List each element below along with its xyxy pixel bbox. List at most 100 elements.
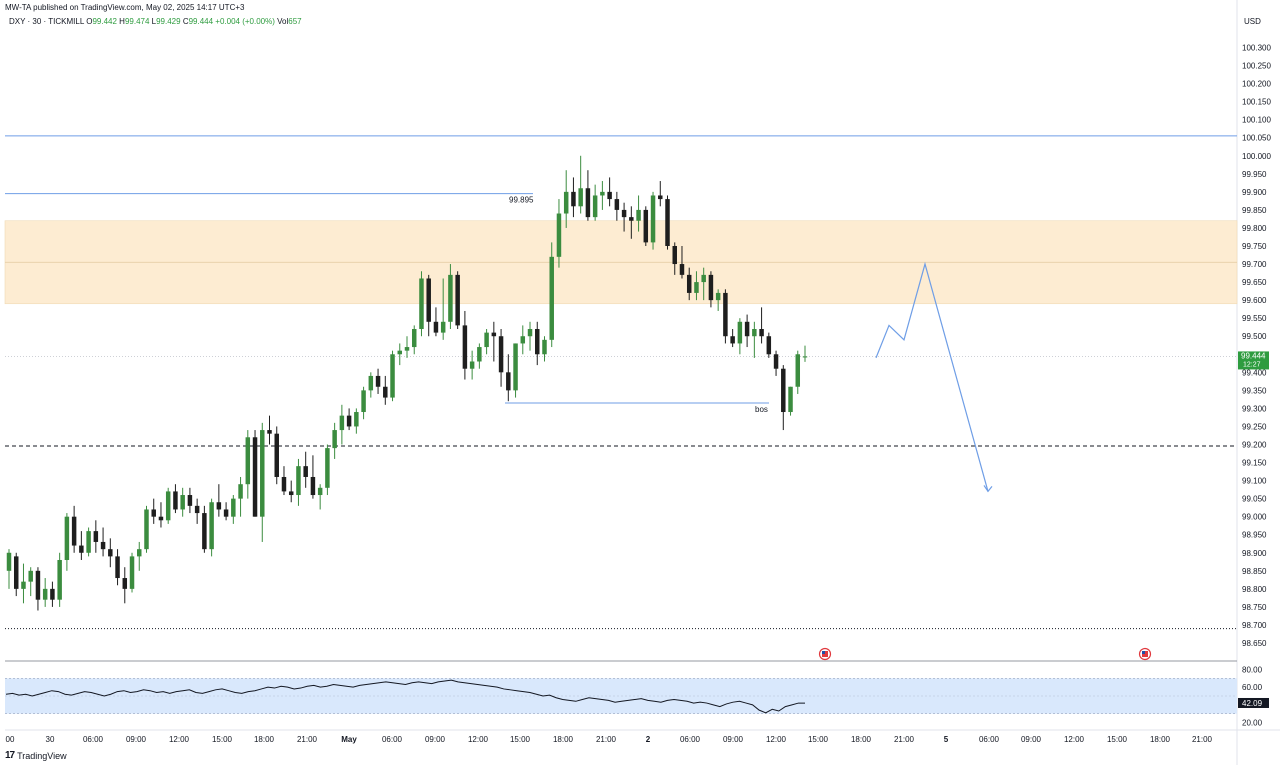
time-tick-label: 06:00 [979,735,1000,744]
candle-body [187,495,193,506]
price-tick-label: 100.100 [1242,116,1271,125]
level-label: 99.895 [509,196,534,205]
candle-body [614,199,620,210]
tradingview-footer: 17 TradingView [5,750,67,761]
price-tick-label: 99.100 [1242,477,1267,486]
symbol-label[interactable]: DXY · 30 · TICKMILL [9,17,84,26]
candle-body [621,209,627,218]
candle-body [223,509,229,517]
price-tick-label: 100.150 [1242,98,1271,107]
candle-body [694,282,699,293]
candle-body [433,321,439,333]
candle-body [158,516,164,521]
candle-body [361,390,366,413]
candle-body [325,448,330,488]
candle-body [310,476,316,496]
candle-body [93,531,99,542]
ohlc-legend: DXY · 30 · TICKMILL O99.442 H99.474 L99.… [9,17,302,26]
candle-body [484,332,489,348]
candle-body [209,502,214,550]
candle-body [202,513,207,550]
currency-label[interactable]: USD [1244,17,1261,26]
candle-body [542,339,547,355]
current-price-badge [1238,351,1269,370]
candle-body [636,209,641,221]
candle-body [252,437,258,517]
candle-body [115,556,120,579]
time-tick-label: 06:00 [680,735,701,744]
candle-body [759,329,764,337]
candle-body [100,541,106,550]
time-tick-label: 15:00 [510,735,531,744]
time-tick-label: 18:00 [1150,735,1171,744]
candle-body [267,430,272,434]
low-value: 99.429 [156,17,181,26]
price-tick-label: 99.750 [1242,242,1267,251]
price-tick-label: 100.000 [1242,152,1271,161]
candle-body [79,545,84,553]
candle-body [563,191,569,214]
price-tick-label: 99.050 [1242,495,1267,504]
candle-body [766,336,772,355]
candle-body [730,336,735,344]
candle-body [592,195,598,218]
candle-body [368,375,374,391]
candle-body [506,372,511,391]
change-value: +0.004 (+0.00%) [215,17,275,26]
time-tick-label: 2 [646,735,651,744]
candle-body [383,386,388,398]
price-tick-label: 99.300 [1242,404,1267,413]
candle-body [643,209,649,243]
candle-body [332,430,337,449]
candle-body [419,278,424,330]
event-flag-icon [1138,647,1152,661]
candle-body [556,213,562,257]
candle-body [6,552,12,571]
time-tick-label: 09:00 [1021,735,1042,744]
candle-body [571,191,576,207]
candle-body [317,487,323,496]
candle-body [520,336,526,344]
candle-body [108,549,113,557]
price-tick-label: 98.800 [1242,585,1267,594]
candle-body [375,375,381,387]
rsi-line [5,679,805,714]
candle-body [390,354,395,398]
candle-body [122,578,128,589]
price-tick-label: 100.050 [1242,134,1271,143]
price-tick-label: 99.550 [1242,314,1267,323]
time-tick-label: 15:00 [1107,735,1128,744]
time-tick-label: 18:00 [254,735,275,744]
open-value: 99.442 [92,17,117,26]
price-tick-label: 99.150 [1242,459,1267,468]
time-tick-label: 12:00 [1064,735,1085,744]
close-label: C [182,17,189,26]
candle-body [144,509,149,550]
candle-body [773,354,779,369]
candle-body [274,433,279,477]
candle-body [129,556,135,589]
candle-body [231,498,236,517]
rsi-tick-label: 60.00 [1242,683,1263,692]
time-tick-label: 21:00 [1192,735,1213,744]
price-tick-label: 99.000 [1242,513,1267,522]
candle-body [64,516,70,560]
candle-body [50,588,55,600]
candle-body [607,191,612,200]
time-tick-label: 15:00 [212,735,233,744]
candle-body [462,325,468,369]
time-tick-label: 18:00 [553,735,574,744]
candle-body [585,188,591,218]
candle-body [498,336,504,373]
candle-body [288,491,294,496]
candle-body [86,531,91,553]
flag-canton [822,651,825,654]
candle-body [658,195,663,200]
time-tick-label: 5 [944,735,949,744]
rsi-tick-label: 80.00 [1242,666,1263,675]
price-tick-label: 99.800 [1242,224,1267,233]
candle-body [448,274,453,322]
close-value: 99.444 [188,17,214,26]
candle-body [752,329,757,337]
